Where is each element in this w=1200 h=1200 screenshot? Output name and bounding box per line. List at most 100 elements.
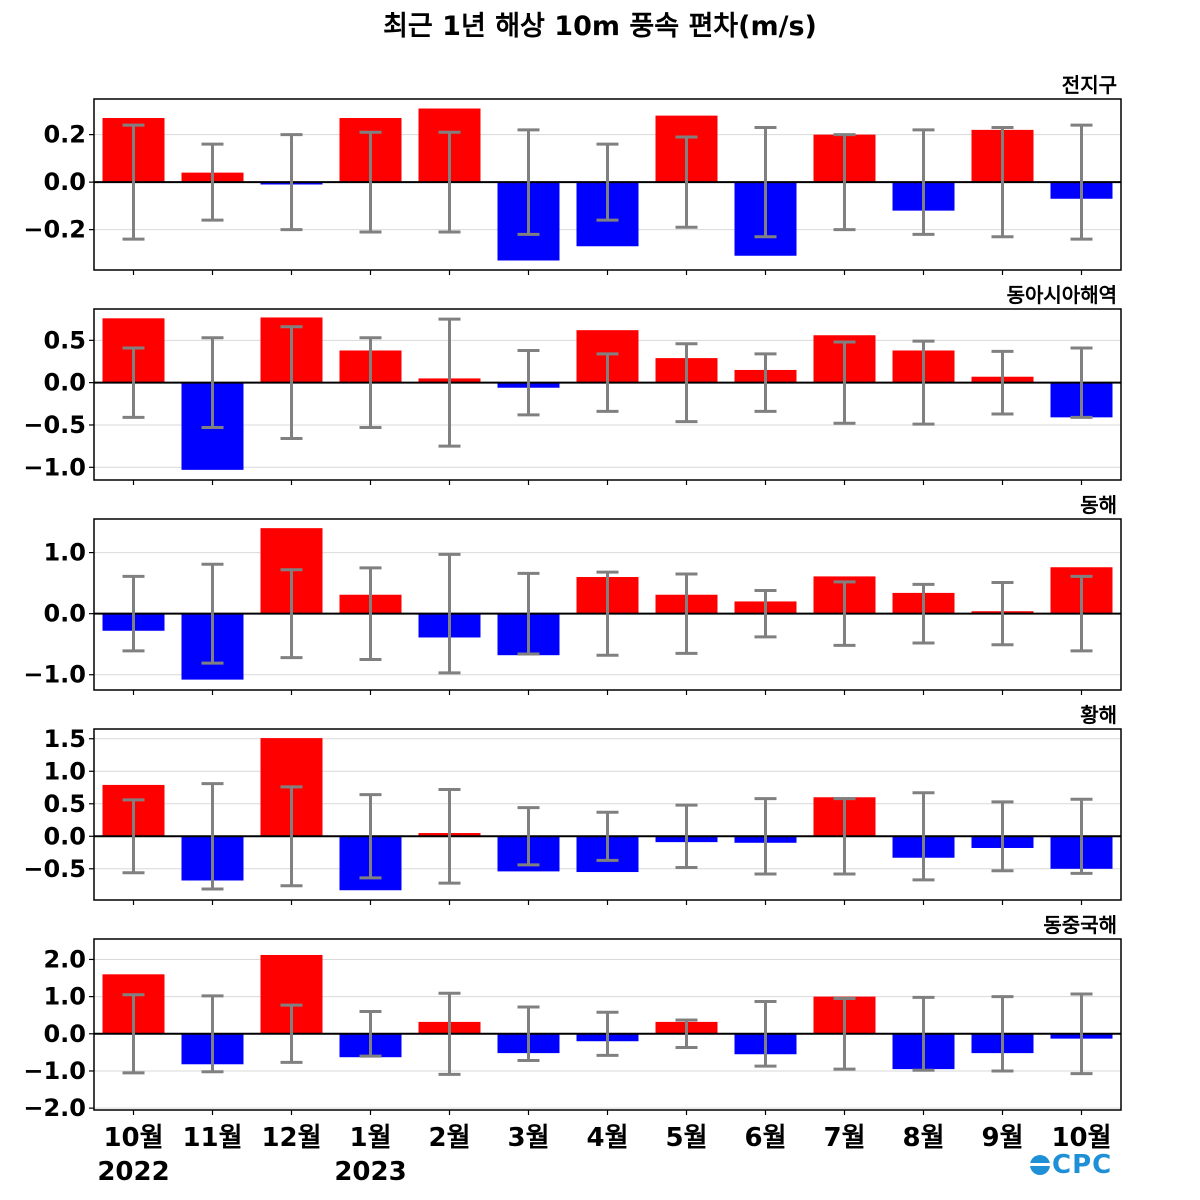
error-bar: [517, 348, 540, 417]
error-bar: [991, 581, 1014, 647]
x-tick-label: 2월: [428, 1123, 470, 1153]
error-bar: [122, 574, 145, 653]
x-tick-label: 10월: [1051, 1123, 1111, 1153]
y-tick-label: −0.5: [23, 411, 86, 439]
panel-5: 2.0 1.0 0.0 −1.0 −2.0 동중국해: [23, 913, 1122, 1122]
error-bar: [596, 810, 619, 862]
error-bar: [675, 342, 698, 424]
error-bar: [517, 1005, 540, 1063]
error-bar: [359, 1009, 382, 1058]
panel-title: 전지구: [1062, 73, 1117, 97]
x-tick-label: 5월: [665, 1123, 707, 1153]
y-tick-label: 0.0: [43, 822, 86, 850]
error-bar: [201, 336, 224, 430]
y-tick-label: 2.0: [43, 945, 86, 973]
error-bar: [201, 994, 224, 1074]
y-tick-label: 0.0: [43, 1020, 86, 1048]
error-bar: [675, 803, 698, 869]
x-tick-label: 4월: [586, 1123, 628, 1153]
error-bar: [833, 797, 856, 876]
panel-title: 동중국해: [1043, 913, 1117, 937]
error-bar: [201, 782, 224, 891]
error-bar: [359, 793, 382, 880]
error-bar: [991, 995, 1014, 1073]
error-bar: [596, 1010, 619, 1057]
error-bar: [912, 339, 935, 426]
x-tick-label: 6월: [744, 1123, 786, 1153]
error-bar: [280, 325, 303, 441]
error-bar: [280, 785, 303, 888]
error-bar: [912, 995, 935, 1072]
error-bar: [517, 571, 540, 656]
x-tick-label: 7월: [823, 1123, 865, 1153]
error-bar: [122, 123, 145, 241]
year-label: 2023: [334, 1157, 406, 1187]
x-tick-label: 12월: [261, 1123, 321, 1153]
panel-title: 황해: [1080, 703, 1117, 727]
error-bar: [912, 582, 935, 645]
error-bar: [675, 135, 698, 229]
error-bar: [1070, 797, 1093, 875]
x-tick-label: 3월: [507, 1123, 549, 1153]
error-bar: [359, 336, 382, 430]
error-bar: [754, 588, 777, 639]
error-bar: [912, 128, 935, 236]
year-label: 2022: [97, 1157, 169, 1187]
x-tick-label: 10월: [103, 1123, 163, 1153]
error-bar: [833, 133, 856, 232]
y-tick-label: −0.2: [23, 216, 86, 244]
panel-4: 1.5 1.0 0.5 0.0 −0.5 황해: [23, 703, 1122, 905]
y-tick-label: 0.5: [43, 326, 86, 354]
ocpc-logo: CPC: [1030, 1150, 1112, 1180]
y-tick-label: 0.0: [43, 168, 86, 196]
error-bar: [438, 130, 461, 234]
x-tick-label: 1월: [349, 1123, 391, 1153]
panel-title: 동해: [1080, 493, 1117, 517]
x-tick-label: 9월: [981, 1123, 1023, 1153]
error-bar: [280, 133, 303, 232]
panel-title: 동아시아해역: [1007, 283, 1117, 307]
y-tick-label: −0.5: [23, 855, 86, 883]
chart-title: 최근 1년 해상 10m 풍속 편차(m/s): [383, 11, 817, 42]
error-bar: [833, 340, 856, 425]
y-tick-label: 1.5: [43, 725, 86, 753]
error-bar: [596, 142, 619, 222]
error-bar: [991, 126, 1014, 239]
error-bar: [201, 142, 224, 222]
error-bar: [201, 562, 224, 665]
y-tick-label: 0.0: [43, 600, 86, 628]
error-bar: [122, 798, 145, 875]
error-bar: [754, 126, 777, 239]
error-bar: [675, 572, 698, 655]
error-bar: [122, 346, 145, 419]
logo-text: CPC: [1052, 1150, 1113, 1180]
panel-2: 0.5 0.0 −0.5 −1.0 동아시아해역: [23, 283, 1122, 485]
y-tick-label: −1.0: [23, 661, 86, 689]
x-tick-label: 8월: [902, 1123, 944, 1153]
panel-1: 0.2 0.0 −0.2 전지구: [23, 73, 1122, 275]
y-tick-label: 0.2: [43, 121, 86, 149]
y-tick-label: 1.0: [43, 983, 86, 1011]
y-tick-label: 1.0: [43, 757, 86, 785]
error-bar: [675, 1018, 698, 1050]
y-tick-label: −1.0: [23, 453, 86, 481]
error-bar: [438, 787, 461, 885]
error-bar: [280, 568, 303, 660]
error-bar: [359, 130, 382, 234]
error-bar: [833, 580, 856, 647]
y-tick-label: −2.0: [23, 1094, 86, 1122]
error-bar: [833, 996, 856, 1071]
panel-3: 1.0 0.0 −1.0 동해: [23, 493, 1122, 695]
error-bar: [438, 991, 461, 1076]
error-bar: [280, 1003, 303, 1064]
error-bar: [517, 128, 540, 236]
error-bar: [754, 797, 777, 876]
error-bar: [596, 352, 619, 413]
error-bar: [991, 349, 1014, 416]
error-bar: [1070, 346, 1093, 419]
error-bar: [1070, 992, 1093, 1076]
y-tick-label: 0.5: [43, 790, 86, 818]
y-tick-label: 0.0: [43, 369, 86, 397]
error-bar: [517, 806, 540, 867]
